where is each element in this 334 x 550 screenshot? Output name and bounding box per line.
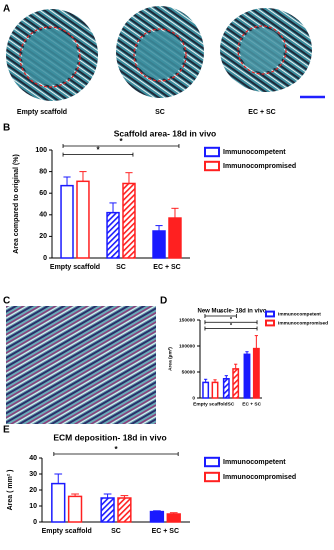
y-axis-label: Area (µm²) <box>167 347 173 371</box>
bar <box>51 482 66 523</box>
bar <box>202 381 210 399</box>
chart-title: New Muscle- 18d in vivo <box>197 309 266 315</box>
panel-label: D <box>160 296 167 307</box>
legend-swatch <box>265 319 275 327</box>
bar <box>60 184 74 259</box>
legend-swatch <box>204 146 220 158</box>
bar <box>232 368 240 399</box>
legend-swatch <box>204 160 220 172</box>
chart-title: Scaffold area- 18d in vivo <box>114 128 217 138</box>
y-axis-label: Area ( mm² ) <box>7 470 14 511</box>
tissue-core <box>240 28 284 72</box>
bar <box>222 378 230 399</box>
legend-label: Immunocompromised <box>223 163 296 170</box>
y-tick-label: 50000 <box>182 369 196 375</box>
bar <box>149 510 165 523</box>
bar <box>243 353 251 399</box>
panel-label: B <box>3 123 10 134</box>
y-tick-label: 30 <box>29 471 37 478</box>
histology-image <box>6 306 156 424</box>
legend-label: Immunocompromised <box>278 320 328 326</box>
legend-swatch <box>204 471 220 483</box>
outline <box>133 28 187 82</box>
panel-label: A <box>3 4 10 15</box>
bar <box>152 230 166 259</box>
outline <box>19 26 81 88</box>
image-caption: SC <box>155 109 165 116</box>
y-tick-label: 40 <box>39 212 47 219</box>
y-tick-label: 0 <box>33 519 37 526</box>
legend-swatch <box>265 310 275 318</box>
outline <box>237 25 287 75</box>
bar <box>211 381 219 399</box>
significance-label: * <box>230 323 233 329</box>
bar <box>106 211 120 259</box>
panel-label: E <box>3 425 10 436</box>
significance-label: * <box>114 445 118 454</box>
significance-label: * <box>230 317 233 323</box>
significance-label: * <box>220 311 223 317</box>
y-tick-label: 20 <box>39 233 47 240</box>
chart: New Muscle- 18d in vivo Area (µm²) 0 50000 1… <box>167 309 328 408</box>
x-tick-label: SC <box>111 528 121 535</box>
x-tick-label: EC + SC <box>152 528 179 535</box>
x-tick-label: Empty scaffold <box>42 528 92 535</box>
chart: Scaffold area- 18d in vivo Area compared … <box>13 128 296 271</box>
legend-swatch <box>204 456 220 468</box>
image-caption: EC + SC <box>248 109 275 116</box>
bar <box>166 513 181 523</box>
bar <box>252 347 260 399</box>
x-tick-label: EC + SC <box>242 401 261 407</box>
y-tick-label: 100000 <box>179 343 195 349</box>
x-tick-label: EC + SC <box>153 264 180 271</box>
bar <box>67 495 83 523</box>
tissue-core <box>22 29 78 85</box>
legend-label: Immunocompetent <box>223 459 286 466</box>
tissue-core <box>136 31 184 79</box>
y-tick-label: 60 <box>39 190 47 197</box>
y-tick-label: 0 <box>43 255 47 262</box>
y-tick-label: 100 <box>35 147 47 154</box>
bar <box>168 217 182 259</box>
x-tick-label: Empty scaffold <box>50 264 100 271</box>
image-row <box>6 6 325 101</box>
legend-label: Immunocompromised <box>223 474 296 481</box>
x-tick-label: Empty scaffold <box>193 401 227 407</box>
significance-label: * <box>119 137 123 146</box>
legend-label: Immunocompetent <box>223 149 286 156</box>
y-tick-label: 10 <box>29 503 37 510</box>
y-tick-label: 20 <box>29 487 37 494</box>
bar <box>117 497 132 523</box>
y-tick-label: 0 <box>192 395 195 401</box>
image-caption: Empty scaffold <box>17 109 67 116</box>
bar <box>76 180 90 259</box>
y-tick-label: 150000 <box>179 317 195 323</box>
chart-title: ECM deposition- 18d in vivo <box>53 432 166 442</box>
chart: ECM deposition- 18d in vivo Area ( mm² ) 0… <box>7 432 296 535</box>
y-tick-label: 80 <box>39 168 47 175</box>
significance-label: * <box>96 146 100 155</box>
bar <box>122 182 136 259</box>
panel-label: C <box>3 296 10 307</box>
x-tick-label: SC <box>228 401 235 407</box>
x-tick-label: SC <box>116 264 126 271</box>
y-axis-label: Area compared to original (%) <box>13 154 20 254</box>
bar <box>100 497 115 523</box>
y-tick-label: 40 <box>29 455 37 462</box>
legend-label: Immunocompetent <box>278 311 321 317</box>
